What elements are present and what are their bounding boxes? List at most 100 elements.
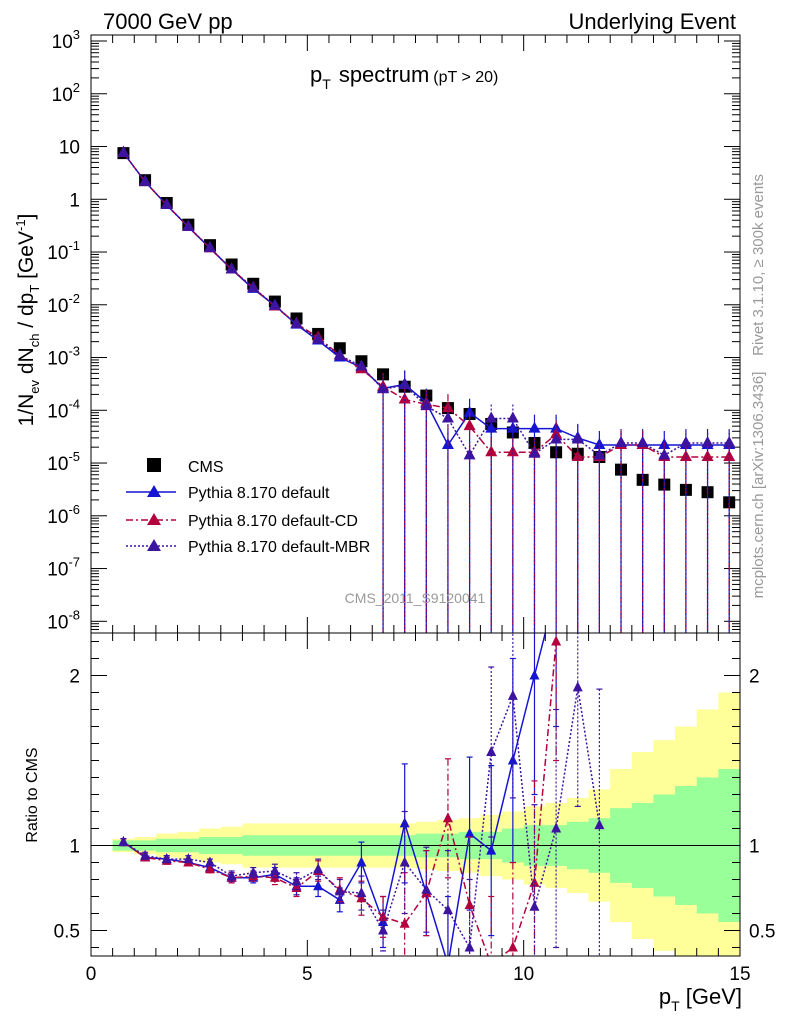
ratio-point bbox=[551, 822, 562, 833]
mc-point bbox=[441, 401, 454, 413]
mc-point bbox=[701, 435, 714, 447]
header-right: Underlying Event bbox=[568, 9, 736, 34]
mc-point bbox=[485, 421, 498, 433]
ratio-point bbox=[313, 863, 324, 874]
main-y-tick-label: 1 bbox=[69, 190, 80, 211]
ratio-y-tick-label: 2 bbox=[69, 667, 80, 688]
ratio-point bbox=[378, 924, 389, 935]
ratio-y-tick-label-right: 2 bbox=[749, 667, 760, 688]
ratio-point bbox=[204, 856, 215, 867]
mc-point bbox=[679, 435, 692, 447]
x-axis-label: pT [GeV] bbox=[659, 984, 742, 1014]
mc-point bbox=[333, 348, 346, 360]
ratio-point bbox=[486, 959, 496, 969]
ratio-ticks bbox=[90, 633, 741, 956]
mc-point bbox=[182, 219, 195, 231]
main-y-tick-label: 10-5 bbox=[47, 449, 80, 475]
mc-point bbox=[506, 421, 519, 433]
main-y-tick-label: 102 bbox=[52, 80, 80, 106]
ratio-y-tick-label: 1 bbox=[69, 837, 80, 858]
ratio-point bbox=[443, 959, 453, 969]
mc-point bbox=[679, 450, 692, 462]
legend-label-default: Pythia 8.170 default bbox=[188, 485, 330, 502]
mc-point bbox=[225, 262, 238, 274]
mc-point bbox=[636, 435, 649, 447]
ratio-point bbox=[140, 849, 151, 860]
mc-point bbox=[268, 298, 281, 310]
ratio-point bbox=[551, 635, 562, 646]
ratio-line bbox=[123, 641, 557, 956]
legend-marker-cms bbox=[147, 458, 161, 472]
ratio-point bbox=[291, 875, 302, 886]
main-panel-background bbox=[91, 35, 740, 633]
legend-marker-default bbox=[147, 485, 161, 497]
mc-point bbox=[571, 450, 584, 462]
ratio-point bbox=[399, 917, 410, 928]
mc-point bbox=[723, 435, 736, 447]
header-left: 7000 GeV pp bbox=[103, 9, 233, 34]
main-series bbox=[117, 145, 736, 633]
ratio-point bbox=[226, 870, 237, 881]
mc-point bbox=[463, 419, 476, 431]
main-y-tick-label: 10-4 bbox=[47, 396, 80, 422]
ratio-y-tick-label-right: 0.5 bbox=[749, 922, 775, 943]
main-y-tick-label: 10-7 bbox=[47, 555, 80, 581]
main-y-tick-label: 10-3 bbox=[47, 344, 80, 370]
main-y-tick-label: 10-8 bbox=[47, 607, 80, 633]
rivet-label: Rivet 3.1.10, ≥ 300k events bbox=[750, 174, 767, 356]
main-y-tick-label: 10 bbox=[59, 138, 80, 159]
mc-point bbox=[506, 411, 519, 423]
ratio-point bbox=[204, 863, 215, 874]
legend-marker-mbr bbox=[147, 539, 161, 551]
mc-point bbox=[571, 432, 584, 444]
mc-point bbox=[593, 448, 606, 460]
x-tick-labels: 0 5 10 15 bbox=[86, 964, 751, 985]
mc-point bbox=[377, 382, 390, 394]
ratio-point bbox=[442, 904, 453, 915]
x-tick-label: 0 bbox=[86, 964, 97, 985]
mc-point bbox=[485, 411, 498, 423]
mc-point bbox=[723, 450, 736, 462]
ratio-y-tick-label: 0.5 bbox=[54, 922, 80, 943]
ratio-point bbox=[161, 853, 172, 864]
ratio-y-axis-label: Ratio to CMS bbox=[24, 747, 41, 842]
ratio-point bbox=[464, 827, 475, 838]
ratio-point bbox=[572, 681, 583, 692]
mc-point bbox=[290, 317, 303, 329]
main-y-axis-label: 1/Nev dNch / dpT [GeV-1] bbox=[13, 214, 42, 427]
ratio-point bbox=[529, 900, 540, 911]
ratio-point bbox=[118, 836, 129, 847]
ratio-point bbox=[334, 885, 345, 896]
ratio-point bbox=[248, 866, 259, 877]
mcplots-label: mcplots.cern.ch [arXiv:1306.3436] bbox=[750, 372, 767, 599]
ratio-point bbox=[529, 669, 540, 680]
chart-title-sub: T bbox=[322, 76, 331, 92]
cms-point bbox=[333, 342, 346, 355]
ratio-y-tick-label-right: 1 bbox=[749, 837, 760, 858]
main-y-tick-label: 10-6 bbox=[47, 502, 80, 528]
mc-point bbox=[506, 445, 519, 457]
ratio-point bbox=[486, 844, 497, 855]
mc-point bbox=[398, 378, 411, 390]
mc-point bbox=[615, 435, 628, 447]
ratio-point bbox=[507, 689, 518, 700]
mc-point bbox=[441, 411, 454, 423]
mc-point bbox=[528, 421, 541, 433]
analysis-id: CMS_2011_S9120041 bbox=[345, 590, 486, 606]
main-ticks bbox=[90, 35, 741, 634]
mc-point bbox=[312, 332, 325, 344]
ratio-point bbox=[269, 865, 280, 875]
legend-label-cd: Pythia 8.170 default-CD bbox=[188, 513, 358, 530]
ratio-point bbox=[442, 812, 453, 823]
mc-point bbox=[355, 359, 368, 371]
ratio-point bbox=[356, 856, 367, 867]
chart-title-small: (pT > 20) bbox=[433, 69, 498, 86]
mc-point bbox=[463, 405, 476, 417]
mc-point bbox=[485, 445, 498, 457]
mc-point bbox=[550, 432, 563, 444]
mc-point bbox=[203, 240, 216, 252]
legend-label-cms: CMS bbox=[188, 459, 224, 476]
mc-point bbox=[247, 280, 260, 292]
band-yellow bbox=[112, 692, 740, 956]
ratio-point bbox=[486, 746, 497, 756]
